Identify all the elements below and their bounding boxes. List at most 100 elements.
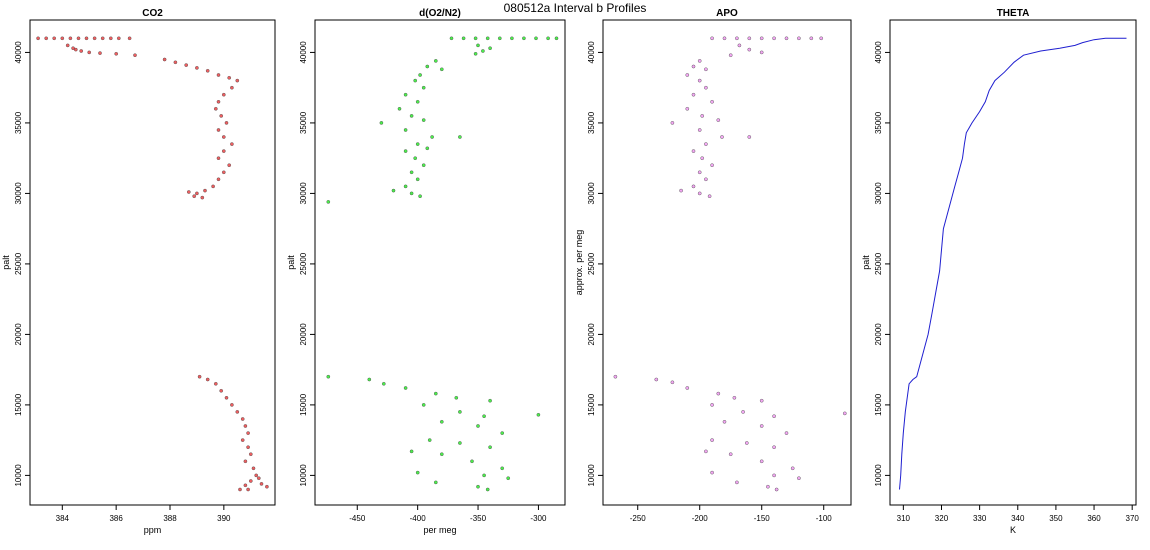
- data-point-co2: [195, 191, 199, 196]
- data-point-o2n2: [510, 36, 514, 41]
- data-point-co2: [60, 36, 65, 41]
- y-tick-label-o2n2: 15000: [299, 393, 308, 416]
- data-point-co2: [216, 177, 221, 182]
- data-point-co2: [259, 482, 264, 486]
- data-point-o2n2: [418, 194, 422, 198]
- data-point-o2n2: [476, 43, 480, 48]
- data-point-apo: [704, 449, 708, 454]
- x-tick-label-theta: 350: [1049, 514, 1063, 523]
- x-tick-label-theta: 370: [1126, 514, 1140, 523]
- data-point-co2: [213, 107, 218, 111]
- x-axis-label-co2: ppm: [144, 525, 162, 535]
- data-point-apo: [685, 386, 690, 390]
- data-point-apo: [697, 78, 702, 83]
- x-tick-label-apo: -100: [816, 514, 833, 523]
- y-tick-label-theta: 15000: [874, 393, 883, 416]
- y-tick-label-theta: 30000: [874, 182, 883, 205]
- data-point-co2: [256, 476, 261, 481]
- data-point-o2n2: [497, 36, 502, 41]
- data-point-apo: [797, 476, 801, 481]
- data-point-o2n2: [536, 412, 541, 417]
- data-point-co2: [162, 57, 167, 62]
- data-point-o2n2: [403, 386, 408, 390]
- data-point-co2: [52, 36, 57, 41]
- x-tick-label-theta: 340: [1011, 514, 1025, 523]
- data-point-co2: [240, 438, 245, 442]
- data-point-o2n2: [473, 52, 478, 56]
- data-point-co2: [246, 487, 250, 492]
- data-point-o2n2: [454, 395, 459, 400]
- data-point-o2n2: [421, 118, 426, 122]
- x-tick-label-o2n2: -400: [410, 514, 427, 523]
- data-point-o2n2: [379, 121, 384, 125]
- data-point-o2n2: [433, 480, 438, 485]
- data-point-apo: [772, 414, 776, 419]
- y-tick-label-co2: 30000: [14, 182, 23, 205]
- data-point-co2: [117, 36, 121, 41]
- y-tick-label-apo: 40000: [587, 41, 596, 64]
- data-point-apo: [759, 424, 764, 428]
- data-point-apo: [700, 156, 705, 160]
- data-point-co2: [205, 69, 210, 73]
- data-point-apo: [697, 128, 702, 132]
- data-point-o2n2: [409, 449, 414, 454]
- data-point-apo: [707, 194, 712, 198]
- x-tick-label-theta: 360: [1087, 514, 1101, 523]
- panel-title-co2: CO2: [142, 8, 163, 19]
- data-point-o2n2: [397, 107, 402, 111]
- y-tick-label-apo: 10000: [587, 464, 596, 487]
- panel-title-o2n2: d(O2/N2): [419, 8, 461, 19]
- data-point-co2: [76, 36, 81, 41]
- data-point-apo: [766, 484, 770, 489]
- data-point-apo: [722, 36, 727, 41]
- data-point-o2n2: [367, 377, 372, 382]
- data-point-co2: [221, 92, 226, 97]
- x-tick-label-theta: 320: [935, 514, 949, 523]
- data-point-apo: [745, 441, 749, 445]
- data-point-o2n2: [427, 438, 432, 442]
- data-point-co2: [87, 50, 91, 55]
- data-point-co2: [186, 190, 191, 194]
- data-point-apo: [710, 163, 714, 167]
- data-point-apo: [691, 64, 696, 69]
- y-tick-label-co2: 35000: [14, 111, 23, 134]
- data-point-co2: [265, 484, 269, 489]
- figure-title: 080512a Interval b Profiles: [504, 1, 647, 15]
- data-point-o2n2: [439, 419, 444, 424]
- data-point-apo: [710, 403, 714, 407]
- data-point-co2: [173, 60, 178, 65]
- x-axis-label-o2n2: per meg: [423, 525, 456, 535]
- data-point-o2n2: [500, 466, 505, 471]
- data-point-apo: [735, 480, 739, 485]
- data-point-o2n2: [485, 487, 490, 492]
- data-point-apo: [797, 36, 801, 41]
- data-point-apo: [759, 36, 764, 41]
- data-point-co2: [243, 459, 248, 464]
- data-point-apo: [722, 419, 727, 424]
- data-point-co2: [109, 36, 113, 41]
- data-point-apo: [747, 36, 752, 41]
- data-point-co2: [224, 121, 229, 125]
- data-point-co2: [243, 424, 248, 428]
- panel-co2: CO2 ppm palt 384 386 388 390 10000 15000 20000 250…: [1, 8, 276, 535]
- data-point-o2n2: [481, 49, 485, 53]
- data-point-o2n2: [403, 149, 408, 153]
- data-point-apo: [670, 121, 675, 125]
- data-point-co2: [216, 128, 221, 132]
- data-point-o2n2: [439, 452, 444, 457]
- data-point-o2n2: [415, 100, 420, 104]
- data-point-co2: [65, 43, 70, 48]
- y-tick-label-o2n2: 40000: [299, 41, 308, 64]
- series-line-theta: [899, 37, 1127, 490]
- data-point-apo: [759, 459, 764, 464]
- data-point-o2n2: [409, 191, 414, 196]
- data-point-o2n2: [433, 391, 438, 396]
- data-point-o2n2: [433, 59, 438, 63]
- data-point-o2n2: [449, 36, 454, 41]
- data-point-co2: [221, 135, 226, 139]
- panel-frame-co2: [29, 19, 276, 506]
- data-point-o2n2: [425, 146, 430, 151]
- x-tick-label-co2: 390: [217, 514, 231, 523]
- data-point-apo: [737, 43, 742, 48]
- data-point-apo: [728, 53, 733, 58]
